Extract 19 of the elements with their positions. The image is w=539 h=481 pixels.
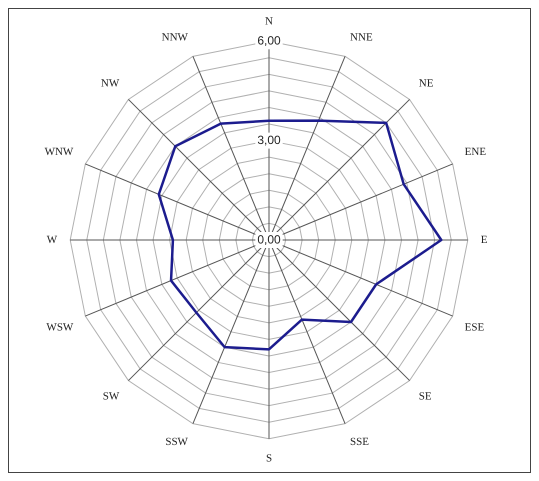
y-tick-label: 3,00 [257,132,281,147]
spoke-label: SW [102,390,120,402]
spoke-label: ESE [464,322,485,334]
spoke-label: SSW [165,436,189,448]
spoke-label: NNW [162,32,189,44]
spoke-label: NE [418,78,434,90]
spoke-label: SE [418,390,432,402]
spoke-label: WSW [46,322,74,334]
spoke-label: NNE [350,32,373,44]
spoke-label: NW [100,78,120,90]
spoke-label: E [480,234,488,246]
y-tick-label: 0,00 [257,232,281,246]
spoke-label: N [265,15,274,28]
spoke-label: WNW [44,146,74,158]
spoke-label: ENE [464,146,486,158]
spoke-label: S [266,452,272,464]
spoke-label: W [46,234,58,246]
spoke-label: SSE [350,436,370,448]
y-tick-label: 6,00 [257,34,281,48]
